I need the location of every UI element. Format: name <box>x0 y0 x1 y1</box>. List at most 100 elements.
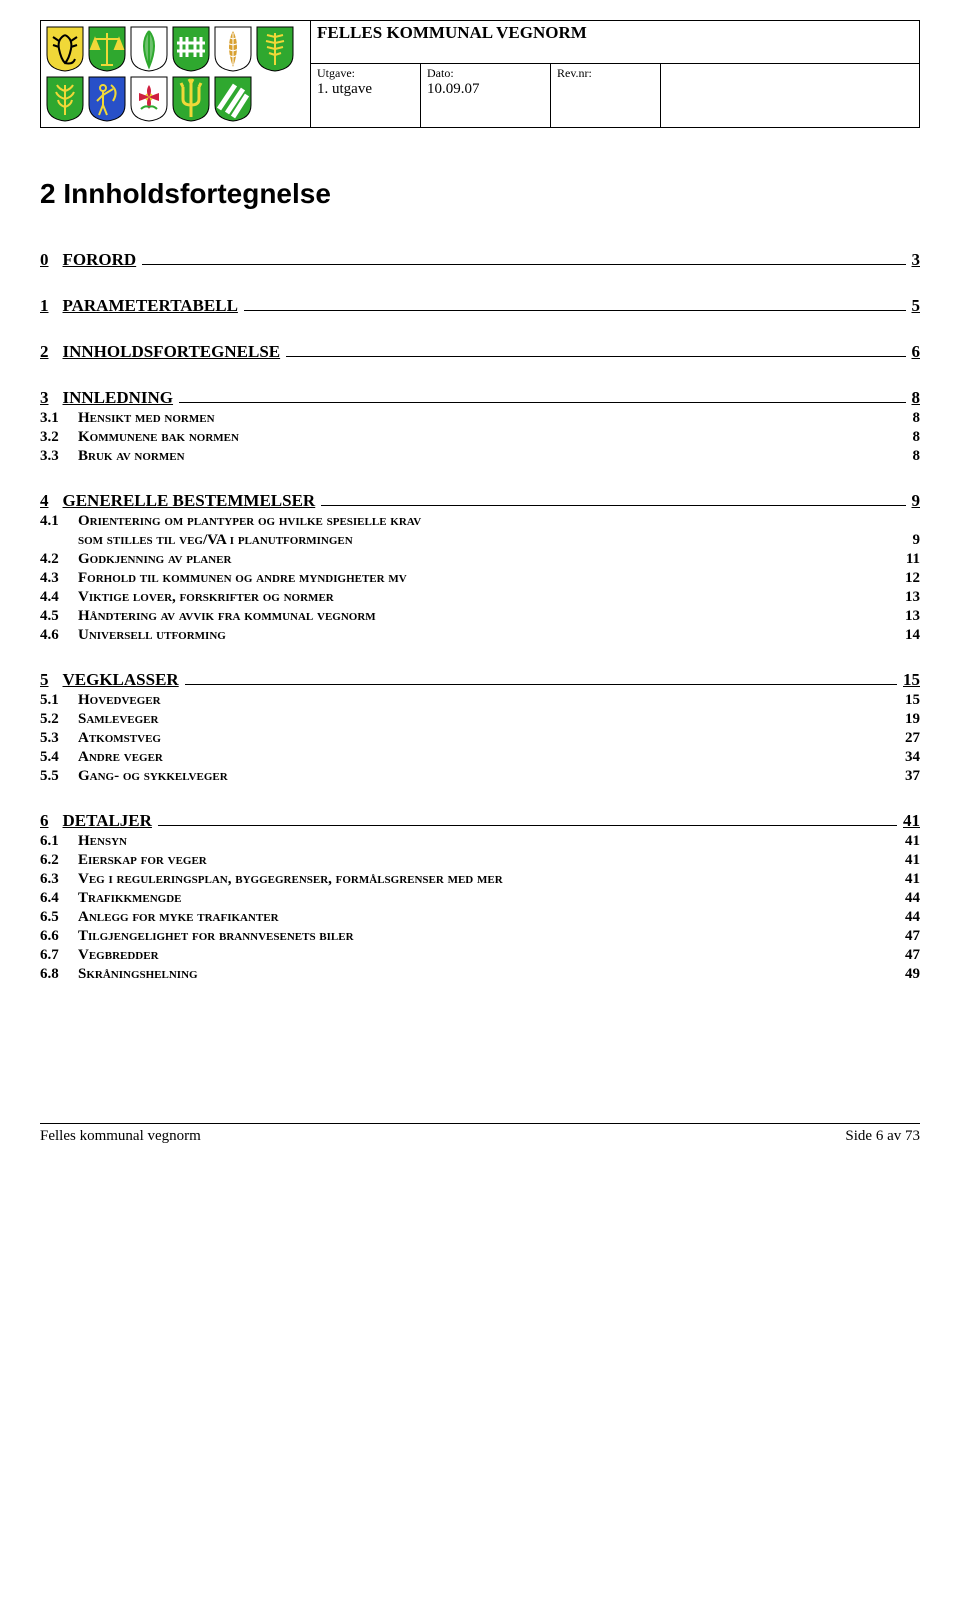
utgave-value: 1. utgave <box>317 81 414 98</box>
toc-label: PARAMETERTABELL <box>63 296 238 316</box>
toc-label: DETALJER <box>63 811 152 831</box>
toc-sub-row: 4.5Håndtering av avvik fra kommunal vegn… <box>40 608 920 625</box>
toc-leader <box>321 505 905 506</box>
toc-sub-page: 19 <box>905 711 920 728</box>
toc-section-row: 3INNLEDNING8 <box>40 388 920 408</box>
toc-sub-num: 5.3 <box>40 730 68 747</box>
toc-sub-row: 6.3 Veg i reguleringsplan, byggegrenser, … <box>40 871 920 888</box>
toc-sub-label: Vegbredder <box>78 947 159 964</box>
toc-sub-label: Gang- og sykkelveger <box>78 768 228 785</box>
toc-sub-page: 14 <box>905 627 920 644</box>
toc-sub-num: 6.3 <box>40 871 68 888</box>
toc-section: 5 VEGKLASSER 155.1Hovedveger15 5.2 Samlevege… <box>40 670 920 785</box>
trident-crest-icon <box>171 75 211 123</box>
toc-sub-label: Andre veger <box>78 749 163 766</box>
toc-sub-label: Samleveger <box>78 711 158 728</box>
toc-sub-page: 49 <box>905 966 920 983</box>
toc-sub-row: 5.1Hovedveger15 <box>40 692 920 709</box>
toc-sub-page: 15 <box>905 692 920 709</box>
toc-sub-row: 6.6Tilgjengelighet for brannvesenets bil… <box>40 928 920 945</box>
toc-section-row: 6DETALJER41 <box>40 811 920 831</box>
toc-sub-label: Anlegg for myke trafikanter <box>78 909 279 926</box>
toc-sub-page: 37 <box>905 768 920 785</box>
toc-sub-page: 9 <box>913 532 921 549</box>
toc-sub-label: Orientering om plantyper og hvilke spesi… <box>78 513 421 530</box>
toc-section-row: 5VEGKLASSER15 <box>40 670 920 690</box>
feather-crest-icon <box>213 25 253 73</box>
fern-crest-icon <box>255 25 295 73</box>
toc-num: 2 <box>40 342 49 362</box>
toc-sub-page: 8 <box>913 448 921 465</box>
toc-sub-page: 44 <box>905 890 920 907</box>
toc-section-row: 0FORORD3 <box>40 250 920 270</box>
toc-sub-page: 12 <box>905 570 920 587</box>
toc-sub-page: 8 <box>913 410 921 427</box>
toc-sub-page: 8 <box>913 429 921 446</box>
footer-right: Side 6 av 73 <box>845 1128 920 1145</box>
toc-section: 6DETALJER416.1Hensyn416.2Eierskap for ve… <box>40 811 920 983</box>
toc-label: INNLEDNING <box>63 388 174 408</box>
toc-sub-num: 6.7 <box>40 947 68 964</box>
rose-crest-icon <box>129 75 169 123</box>
page-title: 2 Innholdsfortegnelse <box>40 178 920 210</box>
toc-sub-label: Bruk av normen <box>78 448 185 465</box>
footer: Felles kommunal vegnorm Side 6 av 73 <box>40 1123 920 1145</box>
toc-leader <box>158 825 897 826</box>
toc-sub-row: 3.2Kommunene bak normen8 <box>40 429 920 446</box>
toc-sub-row: 5.4 Andre veger 34 <box>40 749 920 766</box>
toc-sub-row: 4.4 Viktige lover, forskrifter og normer 1… <box>40 589 920 606</box>
scorpion-crest-icon <box>45 25 85 73</box>
toc-sub-label: Hensikt med normen <box>78 410 215 427</box>
toc-sub-num: 5.2 <box>40 711 68 728</box>
toc-page: 41 <box>903 811 920 831</box>
toc-sub-row: 5.3Atkomstveg27 <box>40 730 920 747</box>
toc-sub-page: 13 <box>905 589 920 606</box>
toc-page: 6 <box>912 342 921 362</box>
toc-sub-num: 6.1 <box>40 833 68 850</box>
toc-sub-row: 6.7Vegbredder47 <box>40 947 920 964</box>
toc-label: VEGKLASSER <box>63 670 179 690</box>
toc-sub-label: Godkjenning av planer <box>78 551 231 568</box>
toc-sub-row: 6.4Trafikkmengde44 <box>40 890 920 907</box>
toc-sub-num: 5.4 <box>40 749 68 766</box>
dato-cell: Dato: 10.09.07 <box>421 64 551 128</box>
toc-sub-row: 6.8Skråningshelning49 <box>40 966 920 983</box>
toc-sub-label: Eierskap for veger <box>78 852 207 869</box>
toc-sub-page: 34 <box>905 749 920 766</box>
toc-sub-num: 3.3 <box>40 448 68 465</box>
toc-num: 5 <box>40 670 49 690</box>
toc-sub-label: Veg i reguleringsplan, byggegrenser, for… <box>78 871 503 888</box>
toc-sub-row: 6.1 Hensyn 41 <box>40 833 920 850</box>
toc-sub-label: Universell utforming <box>78 627 226 644</box>
toc-sub-page: 44 <box>905 909 920 926</box>
toc-sub-page: 41 <box>905 833 920 850</box>
blank-cell <box>661 64 920 128</box>
toc-sub-label: som stilles til veg/VA i planutformingen <box>78 532 353 549</box>
toc-section-row: 1PARAMETERTABELL5 <box>40 296 920 316</box>
toc-sub-page: 13 <box>905 608 920 625</box>
toc-sub-page: 27 <box>905 730 920 747</box>
toc-sub-label: Viktige lover, forskrifter og normer <box>78 589 334 606</box>
toc-sub-label: Kommunene bak normen <box>78 429 239 446</box>
toc-sub-page: 41 <box>905 852 920 869</box>
toc-section: 2INNHOLDSFORTEGNELSE6 <box>40 342 920 362</box>
toc-sub-num: 6.2 <box>40 852 68 869</box>
rev-cell: Rev.nr: <box>551 64 661 128</box>
toc-section: 4GENERELLE BESTEMMELSER94.1Orientering o… <box>40 491 920 644</box>
utgave-label: Utgave: <box>317 66 414 81</box>
toc-sub-num: 5.1 <box>40 692 68 709</box>
toc-sub-row: 5.2 Samleveger 19 <box>40 711 920 728</box>
toc-label: GENERELLE BESTEMMELSER <box>63 491 316 511</box>
toc-section: 0FORORD3 <box>40 250 920 270</box>
toc-sub-num: 5.5 <box>40 768 68 785</box>
document-header: FELLES KOMMUNAL VEGNORM Utgave: 1. utgav… <box>40 20 920 128</box>
toc-page: 8 <box>912 388 921 408</box>
toc-sub-label: Hensyn <box>78 833 127 850</box>
dato-label: Dato: <box>427 66 544 81</box>
toc-sub-num: 6.5 <box>40 909 68 926</box>
toc-num: 0 <box>40 250 49 270</box>
toc-sub-num: 6.8 <box>40 966 68 983</box>
dato-value: 10.09.07 <box>427 81 544 98</box>
toc-sub-num: 4.4 <box>40 589 68 606</box>
toc-sub-row: 3.1Hensikt med normen8 <box>40 410 920 427</box>
